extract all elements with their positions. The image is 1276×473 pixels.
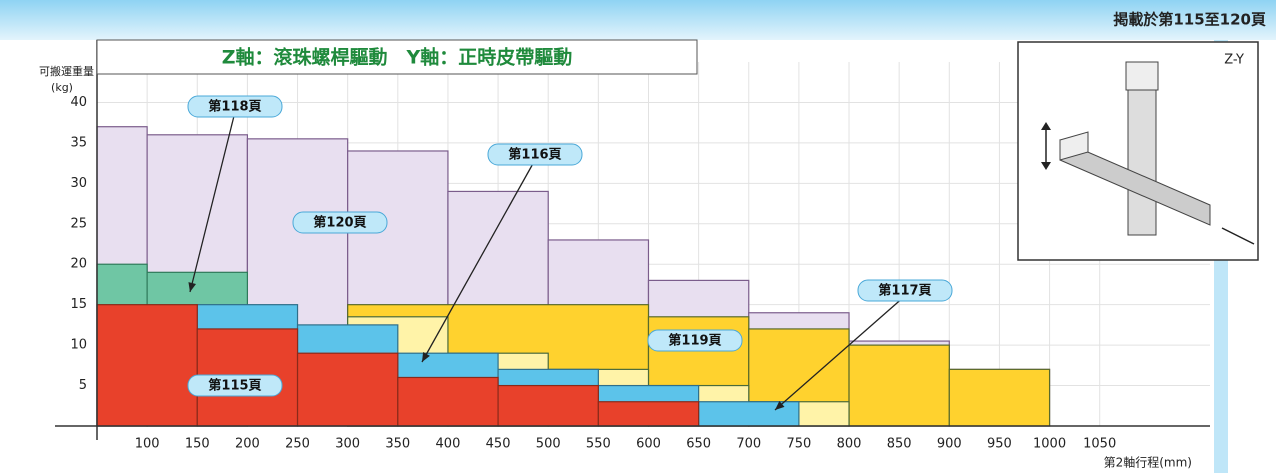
y-axis-label: 可搬運重量 xyxy=(39,64,94,78)
x-tick-label: 800 xyxy=(837,437,862,452)
x-tick-label: 1050 xyxy=(1083,437,1116,452)
callout-pill xyxy=(187,95,283,118)
y-tick-label: 20 xyxy=(70,257,87,272)
x-tick-label: 150 xyxy=(185,437,210,452)
x-tick-label: 300 xyxy=(335,437,360,452)
area-step xyxy=(96,304,198,427)
inset-label: Z-Y xyxy=(1224,53,1244,68)
arrow-head xyxy=(1041,122,1051,130)
area-step xyxy=(296,352,399,427)
x-tick-label: 400 xyxy=(436,437,461,452)
area-step xyxy=(397,376,499,427)
x-tick-label: 950 xyxy=(987,437,1012,452)
y-axis-unit: (kg) xyxy=(51,81,73,94)
y-tick-label: 25 xyxy=(70,216,87,231)
x-tick-label: 600 xyxy=(636,437,661,452)
page-note: 掲載於第115至120頁 xyxy=(1113,11,1266,29)
area-step xyxy=(497,384,599,427)
arrow-head xyxy=(188,282,197,292)
x-tick-label: 350 xyxy=(385,437,410,452)
title-box xyxy=(96,39,698,75)
callout-arrow xyxy=(189,111,236,293)
z-axis-body xyxy=(1127,84,1157,236)
area-step xyxy=(698,401,800,427)
arrow-head xyxy=(775,400,785,410)
x-tick-label: 100 xyxy=(135,437,160,452)
x-tick-label: 1000 xyxy=(1033,437,1066,452)
y-tick-label: 10 xyxy=(70,338,87,353)
arrow-head xyxy=(422,352,430,362)
x-tick-label: 500 xyxy=(536,437,561,452)
x-tick-label: 900 xyxy=(937,437,962,452)
callout-label: 第120頁 xyxy=(313,215,366,231)
y-tick-label: 40 xyxy=(70,95,87,110)
callout-arrow xyxy=(421,159,536,363)
callout-arrow xyxy=(774,295,906,411)
callout-label: 第118頁 xyxy=(208,99,261,115)
z-axis-motor xyxy=(1125,61,1159,91)
y-tick-label: 5 xyxy=(79,378,87,393)
callout-label: 第119頁 xyxy=(668,333,721,349)
y-tick-label: 15 xyxy=(70,297,87,312)
x-tick-label: 200 xyxy=(235,437,260,452)
y-axis-motor xyxy=(1059,131,1089,161)
inset: Z-Y xyxy=(1017,41,1259,261)
callout-pill xyxy=(857,279,953,302)
area-step xyxy=(948,368,1051,427)
callout-pill xyxy=(487,143,583,166)
y-tick-label: 35 xyxy=(70,135,87,150)
area-step xyxy=(597,401,700,427)
x-axis-label: 第2軸行程(mm) xyxy=(1104,455,1192,470)
callout-pill xyxy=(292,211,388,234)
x-tick-label: 750 xyxy=(786,437,811,452)
callout-pill xyxy=(647,329,743,352)
arrow-y xyxy=(1221,227,1255,245)
area-step xyxy=(848,344,950,427)
x-tick-label: 250 xyxy=(285,437,310,452)
x-tick-label: 700 xyxy=(736,437,761,452)
callout-label: 第117頁 xyxy=(878,283,931,299)
y-tick-label: 30 xyxy=(70,176,87,191)
callout-pill xyxy=(187,374,283,397)
x-tick-label: 450 xyxy=(486,437,511,452)
arrow-head xyxy=(1041,162,1051,170)
x-tick-label: 650 xyxy=(686,437,711,452)
callout-label: 第115頁 xyxy=(208,378,261,394)
x-tick-label: 850 xyxy=(887,437,912,452)
header-band xyxy=(0,0,1276,40)
x-tick-label: 550 xyxy=(586,437,611,452)
chart-title: Z軸：滾珠螺桿驅動 Y軸：正時皮帶驅動 xyxy=(222,46,573,69)
callout-label: 第116頁 xyxy=(508,147,561,163)
